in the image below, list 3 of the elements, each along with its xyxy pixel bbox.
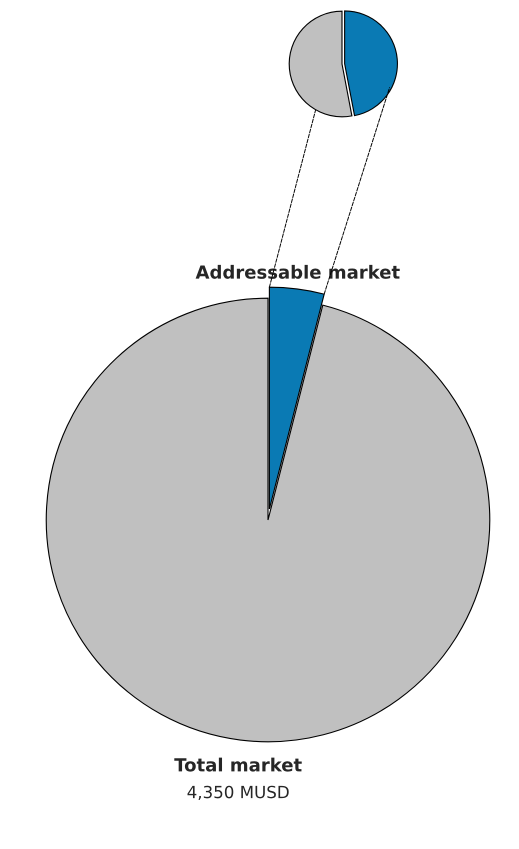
slice-label: Total market	[174, 758, 302, 772]
data-label: 4,350 MUSD	[187, 786, 289, 800]
slice-label: Addressable market	[196, 264, 400, 279]
